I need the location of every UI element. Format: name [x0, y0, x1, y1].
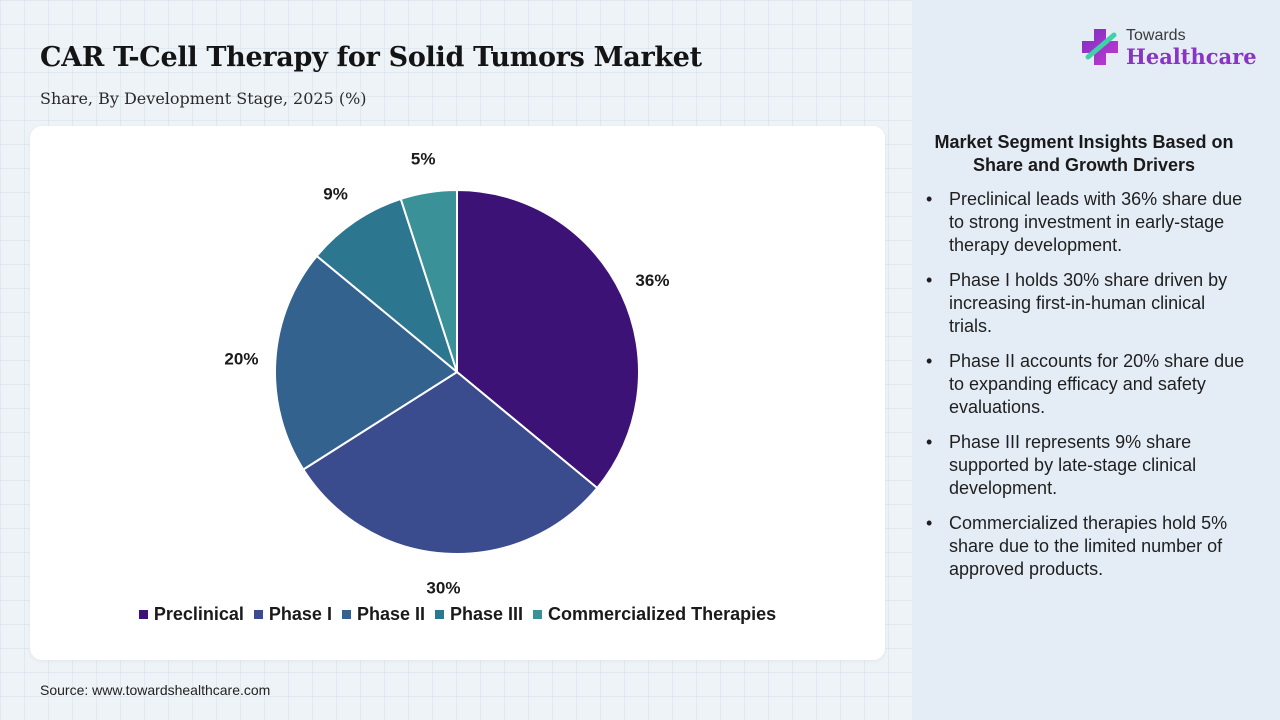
logo-text-bottom: Healthcare: [1126, 43, 1257, 69]
legend-swatch: [435, 610, 444, 619]
pie-slice-commercialized-therapies: [399, 188, 458, 373]
legend-label: Phase III: [450, 604, 524, 624]
page-subtitle: Share, By Development Stage, 2025 (%): [40, 89, 367, 108]
legend-item: Phase III: [435, 604, 523, 625]
pie-slice-phase-ii: [274, 254, 459, 471]
legend-label: Preclinical: [153, 604, 244, 624]
insights-list: Preclinical leads with 36% share due to …: [926, 188, 1246, 593]
page-title: CAR T-Cell Therapy for Solid Tumors Mark…: [40, 42, 702, 73]
legend-item: Phase II: [341, 604, 425, 625]
slice-data-label: 36%: [635, 271, 669, 290]
insight-item: Phase III represents 9% share supported …: [926, 431, 1246, 500]
pie-slice-phase-iii: [315, 197, 460, 375]
legend-label: Commercialized Therapies: [548, 604, 777, 624]
logo-icon: [1082, 29, 1118, 65]
insight-item: Phase II accounts for 20% share due to e…: [926, 350, 1246, 419]
source-note: Source: www.towardshealthcare.com: [40, 682, 271, 698]
chart-legend: Preclinical Phase I Phase II Phase III Comme…: [30, 604, 885, 625]
insight-item: Preclinical leads with 36% share due to …: [926, 188, 1246, 257]
legend-swatch: [253, 610, 263, 619]
slice-data-label: 5%: [411, 150, 436, 169]
insights-title: Market Segment Insights Based on Share a…: [934, 132, 1234, 175]
legend-item: Phase I: [253, 604, 332, 625]
pie-chart: 36% 30% 20% 9% 5%: [224, 150, 669, 598]
legend-label: Phase I: [268, 604, 332, 624]
pie-slice-preclinical: [456, 188, 640, 490]
legend-swatch: [341, 610, 351, 619]
legend-item: Preclinical: [138, 604, 244, 625]
legend-label: Phase II: [356, 604, 425, 624]
slice-data-label: 20%: [224, 349, 258, 368]
legend-item: Commercialized Therapies: [533, 604, 776, 625]
brand-logo: Towards Healthcare: [1080, 27, 1257, 67]
slice-data-label: 30%: [426, 579, 460, 598]
insight-item: Commercialized therapies hold 5% share d…: [926, 512, 1246, 581]
logo-text-top: Towards: [1126, 26, 1186, 44]
pie-slice-phase-i: [301, 370, 599, 555]
legend-swatch: [138, 610, 148, 619]
slice-data-label: 9%: [323, 184, 348, 203]
chart-card: 36% 30% 20% 9% 5% Preclinical Phase I Phase II…: [30, 126, 885, 660]
insight-item: Phase I holds 30% share driven by increa…: [926, 269, 1246, 338]
legend-swatch: [533, 610, 543, 619]
